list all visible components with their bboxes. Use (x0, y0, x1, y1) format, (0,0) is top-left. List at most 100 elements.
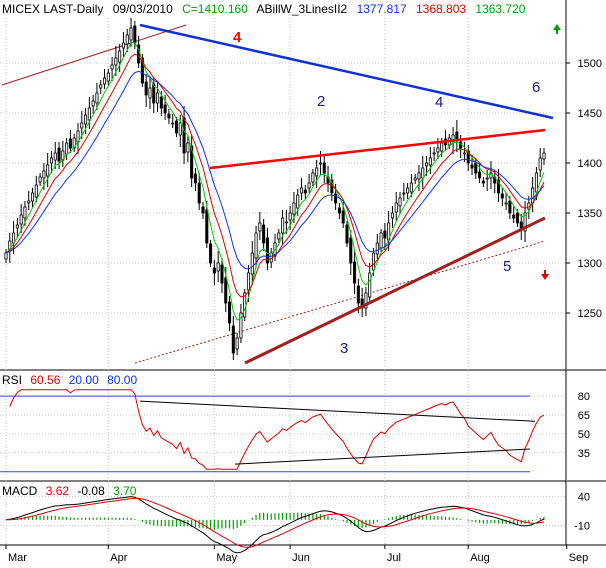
candle-up (95, 92, 99, 104)
candle-down (159, 96, 163, 109)
ma-slow-line (5, 70, 545, 270)
candle-down (353, 261, 357, 284)
candle-up (409, 182, 413, 193)
candle-down (284, 221, 288, 224)
pattern-annotation: 2 (317, 93, 325, 110)
rsi-title: RSI (2, 373, 22, 387)
candle-up (129, 27, 133, 41)
header-close: C=1410.160 (182, 2, 248, 16)
header-symbol: MICEX LAST-Daily (2, 2, 103, 16)
candle-up (318, 162, 322, 165)
candle-up (23, 206, 27, 219)
candle-up (432, 152, 436, 155)
candle-up (315, 167, 319, 177)
candle-up (235, 337, 239, 350)
ma-fast-line (5, 42, 545, 321)
candle-up (258, 222, 262, 232)
candle-up (156, 92, 160, 104)
candle-down (174, 120, 179, 134)
trendline-layer-front (139, 23, 554, 365)
rsi-support-trendline (234, 448, 531, 465)
candle-down (144, 81, 148, 96)
candle-down (470, 164, 474, 169)
rsi-high-level: 80.00 (107, 373, 137, 387)
header-date: 09/03/2010 (113, 2, 173, 16)
rsi-tick-label: 35 (578, 448, 590, 460)
candle-up (379, 232, 383, 249)
candle-down (356, 285, 360, 304)
header-ind-val-1: 1377.817 (357, 2, 407, 16)
rising-support-line (244, 216, 546, 365)
upper-channel-thin-line (1, 24, 187, 86)
candle-up (99, 84, 103, 89)
candle-up (277, 232, 281, 240)
candle-down (478, 171, 482, 179)
price-tick-label: 1400 (578, 158, 602, 170)
candle-down (228, 301, 232, 324)
candle-up (19, 214, 23, 225)
candle-up (30, 192, 35, 202)
candle-down (133, 25, 137, 44)
candle-up (288, 212, 292, 221)
macd-line (5, 496, 545, 554)
macd-signal-line (5, 497, 545, 548)
candle-down (140, 57, 144, 84)
candle-down (383, 230, 387, 239)
candle-down (512, 214, 516, 219)
right-axis-gutter (566, 0, 606, 568)
candle-up (421, 167, 425, 179)
candle-up (250, 252, 254, 275)
candle-up (118, 50, 122, 63)
candle-up (375, 242, 379, 255)
candle-up (436, 147, 440, 153)
x-tick-label: May (216, 552, 237, 564)
pattern-annotation: 3 (340, 340, 348, 357)
x-tick-label: Aug (470, 552, 490, 564)
macd-layer (5, 496, 545, 554)
price-tick-label: 1450 (578, 108, 602, 120)
pattern-annotation: 4 (233, 29, 242, 46)
candle-down (163, 104, 167, 114)
rsi-low-level: 20.00 (69, 373, 99, 387)
candle-down (265, 237, 269, 264)
pattern-annotation: 6 (532, 79, 540, 96)
x-tick-label: Sep (569, 552, 589, 564)
candle-up (281, 217, 285, 234)
x-tick-label: Apr (110, 552, 127, 564)
candle-up (462, 152, 466, 155)
candle-up (49, 157, 53, 164)
candle-up (114, 57, 118, 66)
grid-layer (0, 18, 568, 545)
candle-up (394, 202, 398, 213)
candle-up (148, 87, 152, 99)
candle-up (296, 194, 300, 209)
candle-up (246, 272, 251, 291)
ma-mid-line (5, 53, 545, 298)
candle-up (307, 182, 311, 189)
candle-down (497, 179, 501, 194)
candle-up (91, 100, 95, 107)
candle-up (368, 272, 372, 298)
rising-resistance-line (209, 128, 546, 170)
candle-down (167, 113, 171, 119)
candle-up (413, 177, 417, 181)
candle-up (171, 122, 175, 125)
price-tick-label: 1500 (578, 58, 602, 70)
candle-up (538, 157, 542, 171)
trendline-layer-back (1, 24, 546, 364)
ticks-layer: 1500145014001350130012508065503540-10Mar… (5, 58, 602, 564)
candle-down (193, 173, 197, 184)
candle-down (341, 210, 345, 224)
candle-down (220, 264, 224, 284)
candle-up (125, 34, 129, 45)
candle-up (80, 122, 84, 129)
price-tick-label: 1250 (578, 308, 602, 320)
candle-up (178, 122, 182, 136)
candle-up (38, 176, 42, 183)
candle-up (417, 172, 421, 180)
pattern-annotation: 4 (435, 94, 443, 111)
candle-down (303, 189, 307, 194)
moving-averages-layer (5, 42, 545, 321)
candle-down (322, 162, 326, 174)
candle-up (27, 200, 31, 204)
